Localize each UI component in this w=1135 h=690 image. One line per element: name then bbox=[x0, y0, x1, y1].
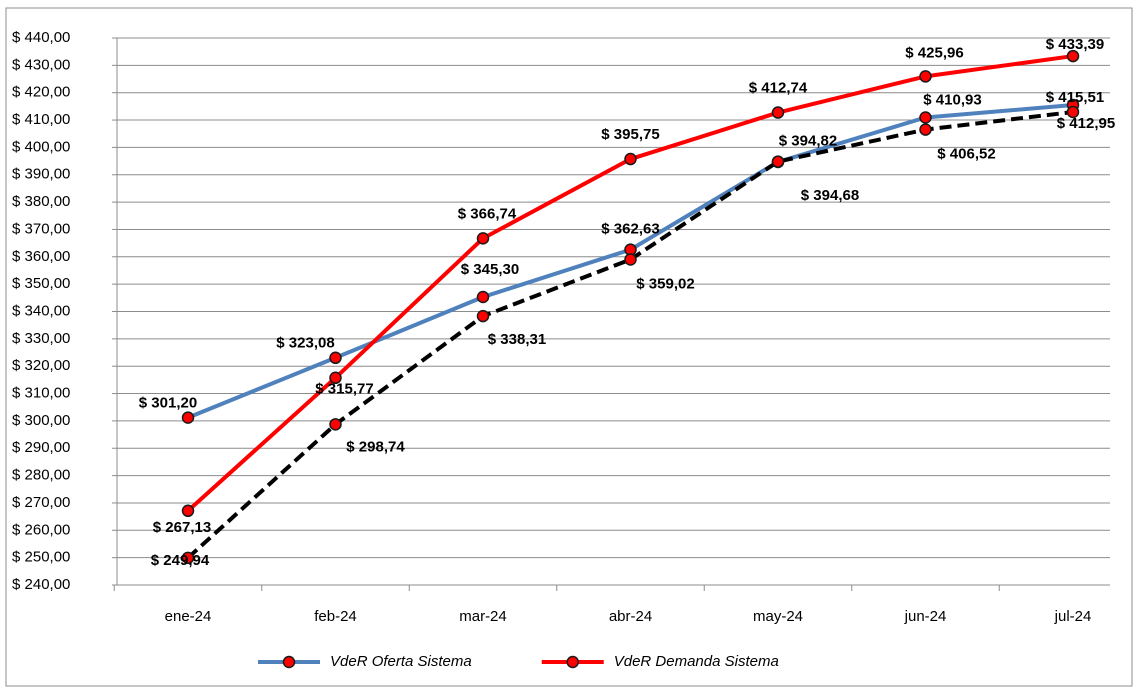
x-tick-label: jul-24 bbox=[1054, 608, 1092, 625]
y-tick-label: $ 440,00 bbox=[12, 29, 70, 46]
point-marker bbox=[919, 123, 932, 136]
data-label: $ 301,20 bbox=[139, 395, 197, 412]
y-tick-label: $ 290,00 bbox=[12, 439, 70, 456]
y-tick-label: $ 340,00 bbox=[12, 302, 70, 319]
y-tick-label: $ 360,00 bbox=[12, 248, 70, 265]
y-tick-label: $ 410,00 bbox=[12, 111, 70, 128]
y-tick-label: $ 350,00 bbox=[12, 275, 70, 292]
chart-frame bbox=[5, 7, 1133, 687]
data-label: $ 394,68 bbox=[801, 187, 859, 204]
data-label: $ 323,08 bbox=[276, 335, 334, 352]
point-marker bbox=[919, 111, 932, 124]
data-label: $ 298,74 bbox=[346, 438, 405, 455]
data-label: $ 415,51 bbox=[1046, 89, 1104, 106]
data-label: $ 425,96 bbox=[905, 44, 963, 61]
y-tick-label: $ 420,00 bbox=[12, 84, 70, 101]
y-tick-label: $ 300,00 bbox=[12, 412, 70, 429]
point-marker bbox=[919, 70, 932, 83]
data-label: $ 395,75 bbox=[601, 126, 659, 143]
y-tick-label: $ 310,00 bbox=[12, 385, 70, 402]
y-tick-label: $ 320,00 bbox=[12, 357, 70, 374]
point-marker bbox=[329, 418, 342, 431]
data-label: $ 362,63 bbox=[601, 221, 659, 238]
point-marker bbox=[181, 504, 195, 518]
data-label: $ 412,74 bbox=[749, 80, 808, 97]
x-tick-label: may-24 bbox=[753, 608, 803, 625]
data-label: $ 366,74 bbox=[458, 205, 517, 222]
legend-label: VdeR Oferta Sistema bbox=[330, 653, 472, 670]
x-tick-label: feb-24 bbox=[314, 608, 357, 625]
y-tick-label: $ 370,00 bbox=[12, 220, 70, 237]
data-label: $ 345,30 bbox=[461, 261, 519, 278]
y-tick-label: $ 270,00 bbox=[12, 494, 70, 511]
data-label: $ 406,52 bbox=[937, 146, 995, 163]
data-label: $ 315,77 bbox=[315, 381, 373, 398]
point-marker bbox=[181, 551, 195, 565]
y-tick-label: $ 280,00 bbox=[12, 467, 70, 484]
point-marker bbox=[771, 155, 785, 168]
point-marker bbox=[329, 351, 342, 365]
point-marker bbox=[476, 309, 490, 323]
x-tick-label: mar-24 bbox=[459, 608, 507, 625]
point-marker bbox=[1066, 49, 1080, 63]
point-marker bbox=[771, 106, 785, 119]
point-marker bbox=[181, 411, 195, 424]
y-tick-label: $ 250,00 bbox=[12, 549, 70, 566]
legend-marker bbox=[566, 655, 579, 669]
data-label: $ 412,95 bbox=[1057, 115, 1115, 132]
data-label: $ 267,13 bbox=[153, 519, 211, 536]
x-tick-label: abr-24 bbox=[609, 608, 652, 625]
y-tick-label: $ 390,00 bbox=[12, 166, 70, 183]
point-marker bbox=[624, 152, 637, 166]
x-tick-label: jun-24 bbox=[904, 608, 947, 625]
data-label: $ 249,94 bbox=[151, 552, 210, 569]
y-tick-label: $ 380,00 bbox=[12, 193, 70, 210]
y-tick-label: $ 330,00 bbox=[12, 330, 70, 347]
legend-marker bbox=[282, 655, 296, 669]
point-marker bbox=[329, 371, 342, 385]
y-tick-label: $ 400,00 bbox=[12, 138, 70, 155]
data-label: $ 410,93 bbox=[923, 91, 981, 108]
legend-label: VdeR Demanda Sistema bbox=[614, 653, 779, 670]
data-label: $ 359,02 bbox=[636, 275, 694, 292]
x-tick-label: ene-24 bbox=[165, 608, 212, 625]
point-marker bbox=[476, 232, 490, 245]
data-label: $ 338,31 bbox=[488, 331, 546, 348]
data-label: $ 433,39 bbox=[1046, 36, 1104, 53]
y-tick-label: $ 260,00 bbox=[12, 521, 70, 538]
point-marker bbox=[624, 253, 637, 266]
point-marker bbox=[476, 290, 490, 304]
point-marker bbox=[1066, 105, 1080, 119]
y-tick-label: $ 240,00 bbox=[12, 576, 70, 593]
data-label: $ 394,82 bbox=[779, 133, 837, 150]
y-tick-label: $ 430,00 bbox=[12, 56, 70, 73]
